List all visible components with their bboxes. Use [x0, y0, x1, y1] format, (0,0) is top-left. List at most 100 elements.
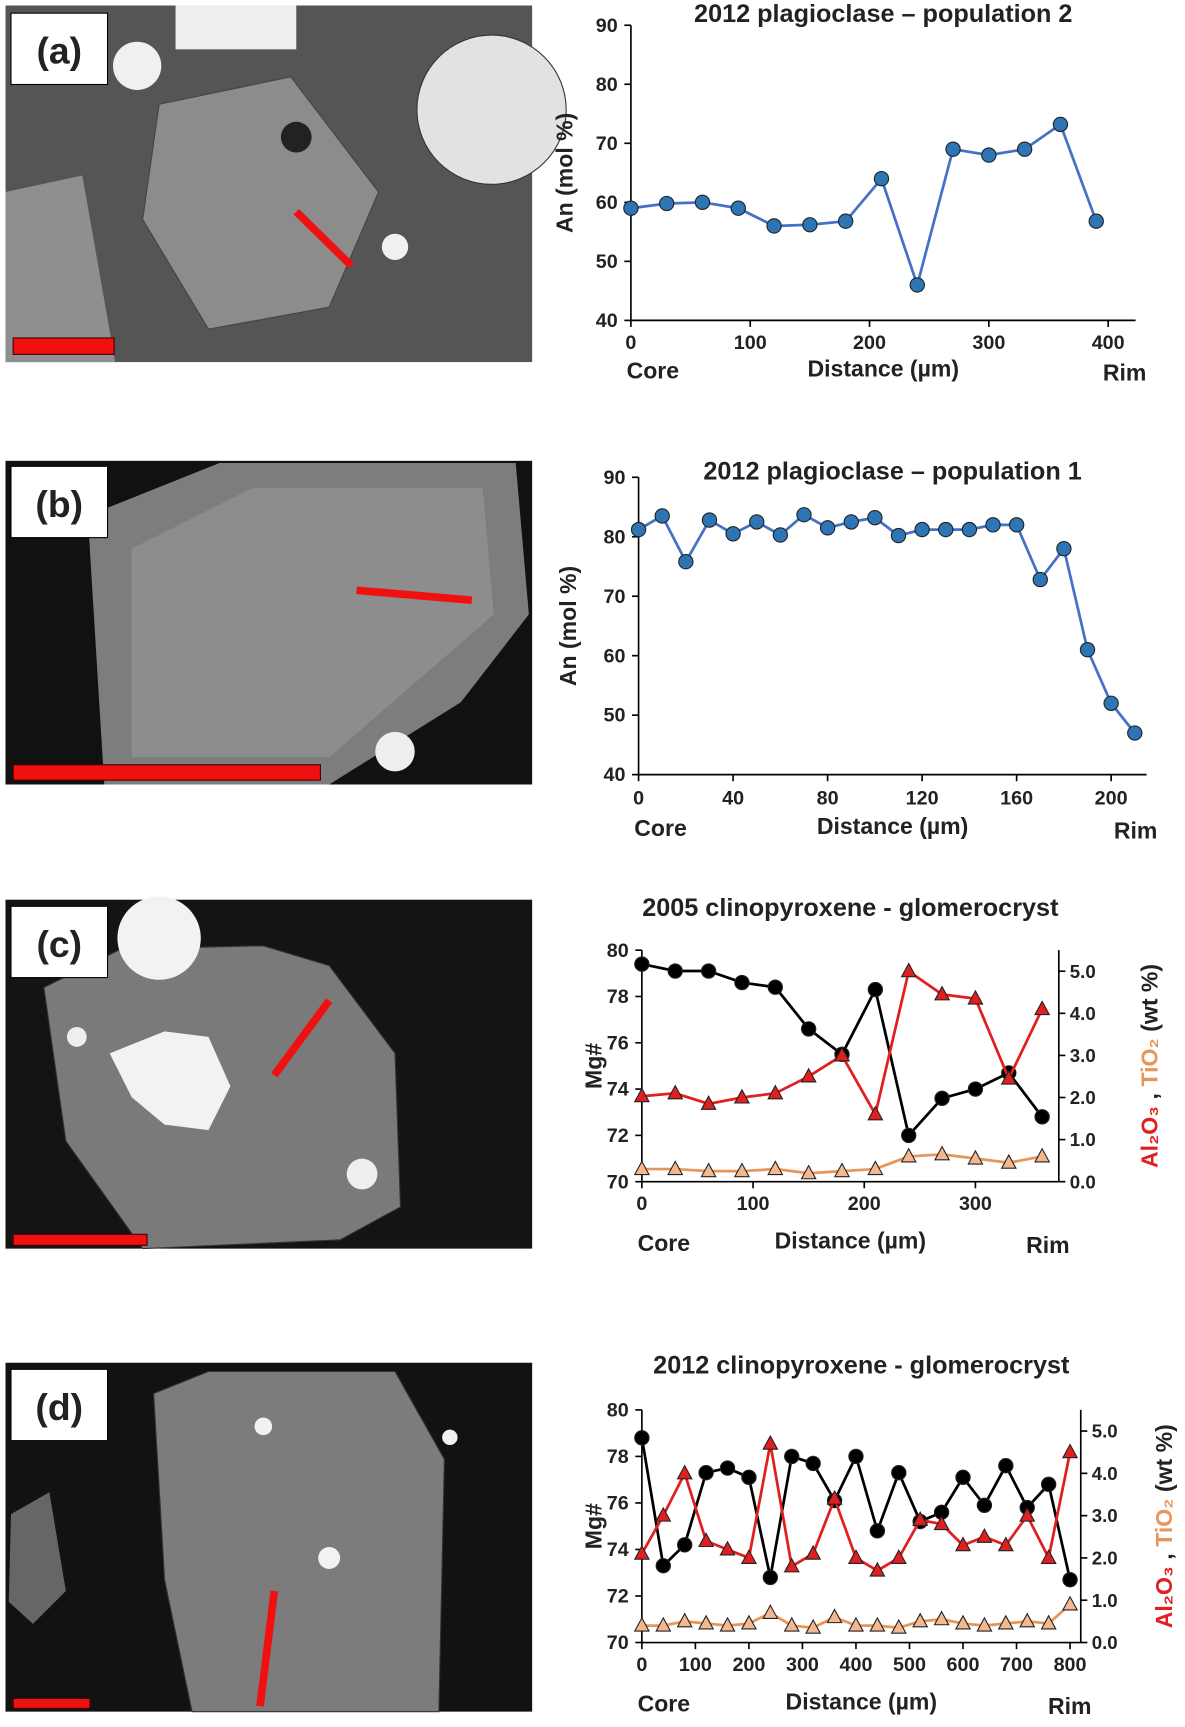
x-tick-label: 100 — [737, 1193, 770, 1215]
data-point — [1035, 1149, 1049, 1162]
data-point — [1035, 1110, 1049, 1124]
data-point — [660, 196, 674, 210]
data-point — [935, 1147, 949, 1160]
y-tick-label: 40 — [596, 310, 618, 332]
y-tick-label: 60 — [596, 192, 618, 214]
data-point — [731, 201, 745, 215]
y2-tick-label: 2.0 — [1070, 1087, 1096, 1108]
y-tick-label: 72 — [607, 1586, 629, 1608]
x-end-label: Rim — [1026, 1232, 1070, 1258]
x-tick-label: 500 — [893, 1654, 926, 1676]
chart-title: 2005 clinopyroxene - glomerocryst — [642, 894, 1059, 922]
data-point — [1063, 1573, 1077, 1587]
data-point — [678, 1538, 692, 1552]
data-point — [699, 1466, 713, 1480]
data-point — [806, 1546, 820, 1559]
x-tick-label: 700 — [1000, 1654, 1033, 1676]
data-point — [1089, 214, 1103, 228]
data-point — [968, 1082, 982, 1096]
data-point — [668, 964, 682, 978]
data-point — [1035, 1001, 1049, 1014]
data-point — [939, 522, 953, 536]
data-point — [750, 515, 764, 529]
y2-tick-label: 3.0 — [1070, 1045, 1096, 1066]
micrograph-c: (c) — [5, 896, 532, 1248]
data-point — [1020, 1614, 1034, 1627]
data-point — [910, 278, 924, 292]
data-point — [892, 1466, 906, 1480]
data-point — [726, 527, 740, 541]
x-tick-label: 400 — [1092, 332, 1125, 354]
figure: (a) (b) (c) (d) 2012 plagioclase — [0, 0, 1185, 1727]
y2-tick-label: 4.0 — [1070, 1003, 1096, 1024]
data-point — [699, 1533, 713, 1546]
data-point — [797, 508, 811, 522]
data-point — [946, 142, 960, 156]
data-point — [720, 1461, 734, 1475]
data-point — [1063, 1597, 1077, 1610]
data-point — [874, 172, 888, 186]
data-point — [935, 987, 949, 1000]
data-point — [678, 1614, 692, 1627]
crystal — [417, 35, 566, 184]
x-axis-label: Distance (µm) — [786, 1688, 938, 1714]
vesicle — [281, 122, 312, 153]
data-point — [982, 148, 996, 162]
crystal — [382, 234, 408, 260]
x-tick-label: 0 — [636, 1654, 647, 1676]
data-point — [902, 964, 916, 977]
data-point — [870, 1563, 884, 1576]
data-point — [1018, 142, 1032, 156]
data-point — [785, 1618, 799, 1631]
x-tick-label: 0 — [636, 1193, 647, 1215]
x-tick-label: 100 — [679, 1654, 712, 1676]
x-start-label: Core — [638, 1230, 691, 1256]
data-point — [891, 528, 905, 542]
data-point — [763, 1436, 777, 1449]
data-point — [827, 1609, 841, 1622]
panel-label: (d) — [35, 1386, 83, 1428]
y2-tick-label: 0.0 — [1092, 1632, 1118, 1653]
data-point — [631, 522, 645, 536]
y-tick-label: 80 — [607, 940, 629, 962]
data-point — [742, 1470, 756, 1484]
data-point — [655, 509, 669, 523]
y-tick-label: 72 — [607, 1125, 629, 1147]
panel-label: (a) — [36, 30, 82, 72]
x-end-label: Rim — [1048, 1693, 1092, 1719]
x-tick-label: 0 — [633, 787, 644, 809]
y-axis-label: Mg# — [580, 1043, 606, 1089]
x-tick-label: 200 — [1095, 787, 1128, 809]
data-point — [820, 521, 834, 535]
x-tick-label: 300 — [959, 1193, 992, 1215]
crystal — [154, 1372, 445, 1712]
y-tick-label: 74 — [607, 1079, 629, 1101]
data-point — [977, 1498, 991, 1512]
x-tick-label: 300 — [972, 332, 1005, 354]
x-tick-label: 200 — [853, 332, 886, 354]
data-point — [839, 214, 853, 228]
data-point — [701, 964, 715, 978]
data-point — [1042, 1477, 1056, 1491]
x-tick-label: 400 — [839, 1654, 872, 1676]
panel-label: (b) — [35, 483, 83, 525]
x-tick-label: 80 — [817, 787, 839, 809]
data-point — [934, 1612, 948, 1625]
y-tick-label: 76 — [607, 1493, 629, 1515]
scale-bar — [13, 1698, 90, 1708]
data-point — [806, 1456, 820, 1470]
data-point — [624, 201, 638, 215]
y-tick-label: 70 — [596, 133, 618, 155]
chart-title: 2012 clinopyroxene - glomerocryst — [653, 1352, 1070, 1380]
y-axis-label: An (mol %) — [555, 566, 581, 686]
y-tick-label: 70 — [603, 586, 625, 608]
y2-tick-label: 2.0 — [1092, 1548, 1118, 1569]
x-tick-label: 0 — [625, 332, 636, 354]
scale-bar — [13, 338, 114, 354]
data-point — [986, 518, 1000, 532]
crystal — [117, 896, 200, 979]
y-tick-label: 40 — [603, 764, 625, 786]
data-point — [870, 1524, 884, 1538]
y2-axis-label-part: TiO₂ — [1137, 1038, 1163, 1086]
